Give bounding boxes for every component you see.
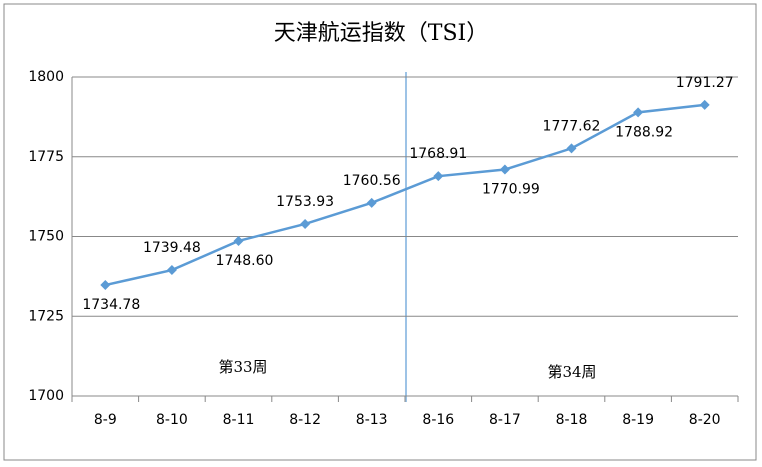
- data-label: 1777.62: [543, 118, 601, 134]
- x-tick-label: 8-16: [422, 412, 454, 428]
- data-point: [499, 164, 510, 175]
- x-tick-label: 8-11: [223, 412, 255, 428]
- y-tick-label: 1700: [28, 388, 64, 404]
- chart-frame: [3, 3, 757, 461]
- x-tick-label: 8-9: [94, 412, 117, 428]
- data-label: 1739.48: [143, 240, 201, 256]
- data-point: [633, 107, 644, 118]
- week-annotation: 第34周: [547, 363, 596, 381]
- data-point: [233, 235, 244, 246]
- x-tick-label: 8-10: [156, 412, 188, 428]
- data-point: [366, 197, 377, 208]
- y-tick-label: 1750: [28, 229, 64, 245]
- data-label: 1748.60: [216, 253, 274, 269]
- y-tick-label: 1800: [28, 69, 64, 85]
- x-tick-label: 8-12: [289, 412, 321, 428]
- x-tick-label: 8-17: [489, 412, 521, 428]
- chart-title: 天津航运指数（TSI）: [274, 21, 488, 46]
- data-label: 1753.93: [276, 194, 334, 210]
- data-point: [433, 171, 444, 182]
- y-tick-label: 1725: [28, 308, 64, 324]
- x-tick-label: 8-18: [556, 412, 588, 428]
- data-point: [166, 265, 177, 276]
- data-label: 1770.99: [482, 182, 540, 198]
- data-label: 1734.78: [82, 297, 140, 313]
- data-point: [699, 99, 710, 110]
- data-label: 1768.91: [409, 146, 467, 162]
- data-line: [105, 103, 705, 287]
- data-point: [300, 218, 311, 229]
- data-label: 1760.56: [343, 173, 401, 189]
- x-tick-label: 8-19: [622, 412, 654, 428]
- y-tick-label: 1775: [28, 149, 64, 165]
- data-label: 1791.27: [676, 75, 734, 91]
- x-tick-label: 8-20: [689, 412, 721, 428]
- x-tick-label: 8-13: [356, 412, 388, 428]
- data-point: [566, 143, 577, 154]
- data-point: [100, 280, 111, 291]
- week-annotation: 第33周: [218, 358, 267, 376]
- data-label: 1788.92: [615, 124, 673, 140]
